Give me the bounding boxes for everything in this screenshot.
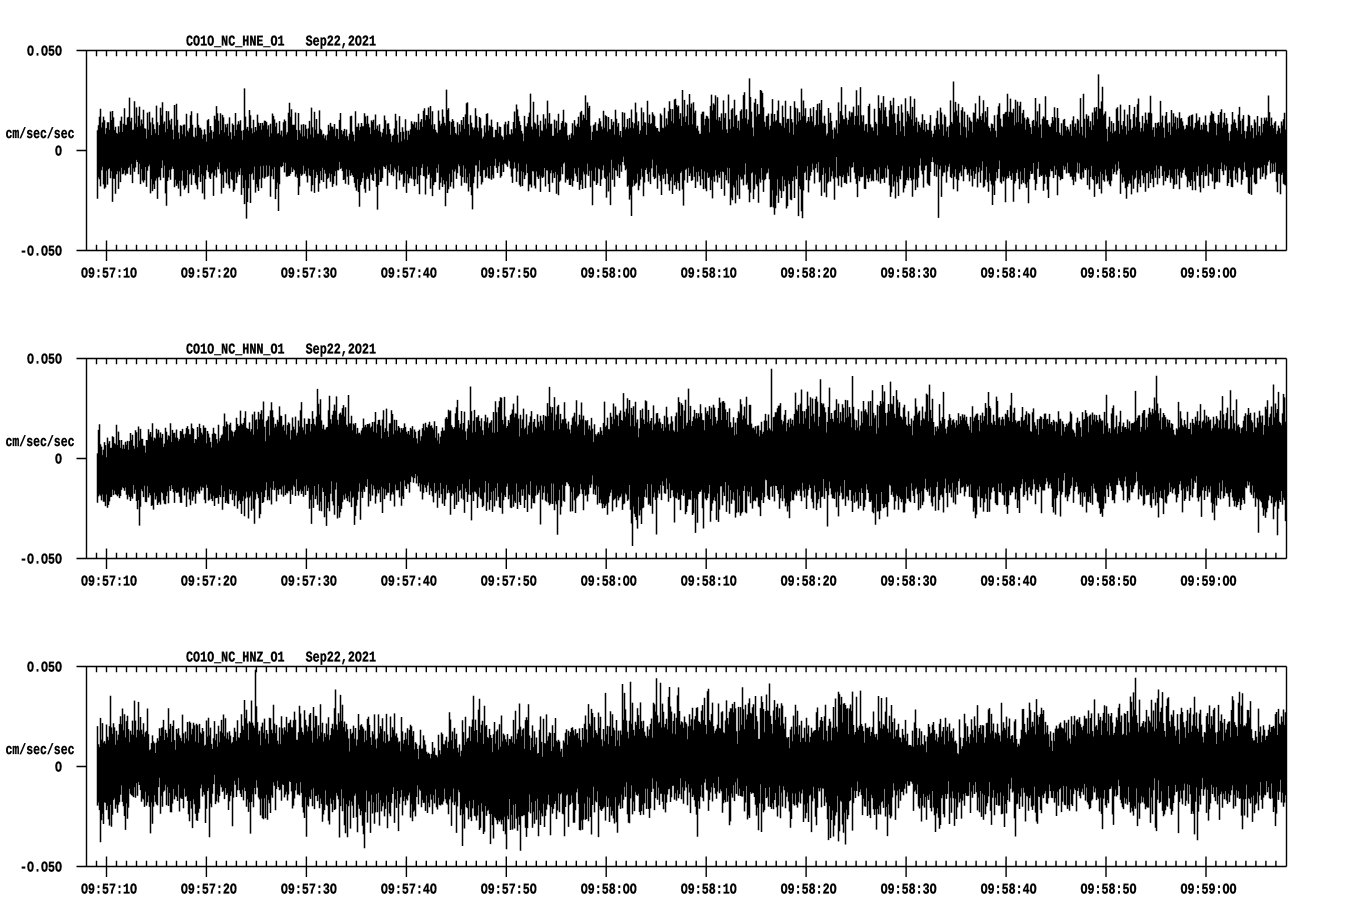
svg-text:O9:58:1O: O9:58:1O <box>681 882 737 899</box>
svg-text:O9:58:4O: O9:58:4O <box>981 882 1037 899</box>
svg-text:O9:57:1O: O9:57:1O <box>81 882 137 899</box>
svg-text:O9:57:3O: O9:57:3O <box>281 266 337 283</box>
svg-text:O9:57:4O: O9:57:4O <box>381 266 437 283</box>
svg-text:CO1O_NC_HNE_O1 Sep22,2O21: CO1O_NC_HNE_O1 Sep22,2O21 <box>186 33 376 50</box>
svg-text:O9:57:2O: O9:57:2O <box>181 266 237 283</box>
svg-text:O9:57:5O: O9:57:5O <box>481 266 537 283</box>
svg-text:O9:57:2O: O9:57:2O <box>181 882 237 899</box>
svg-text:O9:58:3O: O9:58:3O <box>881 266 937 283</box>
svg-text:O9:58:4O: O9:58:4O <box>981 574 1037 591</box>
svg-text:O.O5O: O.O5O <box>27 659 62 676</box>
svg-text:O9:58:OO: O9:58:OO <box>581 266 637 283</box>
svg-text:O9:59:OO: O9:59:OO <box>1181 574 1237 591</box>
svg-text:-O.O5O: -O.O5O <box>20 243 62 260</box>
svg-text:O9:57:1O: O9:57:1O <box>81 266 137 283</box>
svg-text:O9:58:1O: O9:58:1O <box>681 574 737 591</box>
svg-text:O9:57:3O: O9:57:3O <box>281 574 337 591</box>
svg-text:O.O5O: O.O5O <box>27 43 62 60</box>
svg-text:O9:58:5O: O9:58:5O <box>1081 266 1137 283</box>
svg-text:O9:58:OO: O9:58:OO <box>581 574 637 591</box>
svg-text:O9:58:OO: O9:58:OO <box>581 882 637 899</box>
svg-text:O9:58:5O: O9:58:5O <box>1081 574 1137 591</box>
svg-text:O9:57:4O: O9:57:4O <box>381 882 437 899</box>
svg-text:O9:59:OO: O9:59:OO <box>1181 266 1237 283</box>
svg-text:O9:58:3O: O9:58:3O <box>881 574 937 591</box>
svg-text:O9:58:1O: O9:58:1O <box>681 266 737 283</box>
svg-text:cm/sec/sec: cm/sec/sec <box>6 126 75 143</box>
svg-text:O: O <box>55 759 62 776</box>
svg-text:O9:57:3O: O9:57:3O <box>281 882 337 899</box>
svg-text:O9:57:2O: O9:57:2O <box>181 574 237 591</box>
svg-text:O9:59:OO: O9:59:OO <box>1181 882 1237 899</box>
svg-text:O.O5O: O.O5O <box>27 351 62 368</box>
svg-text:O: O <box>55 451 62 468</box>
svg-text:O9:58:2O: O9:58:2O <box>781 882 837 899</box>
svg-text:O9:57:1O: O9:57:1O <box>81 574 137 591</box>
svg-text:cm/sec/sec: cm/sec/sec <box>6 742 75 759</box>
svg-text:O9:58:4O: O9:58:4O <box>981 266 1037 283</box>
svg-text:O9:58:3O: O9:58:3O <box>881 882 937 899</box>
svg-text:O9:57:5O: O9:57:5O <box>481 882 537 899</box>
svg-text:O9:58:5O: O9:58:5O <box>1081 882 1137 899</box>
svg-text:O9:57:4O: O9:57:4O <box>381 574 437 591</box>
svg-text:O9:58:2O: O9:58:2O <box>781 266 837 283</box>
svg-text:O9:58:2O: O9:58:2O <box>781 574 837 591</box>
svg-text:-O.O5O: -O.O5O <box>20 859 62 876</box>
svg-text:CO1O_NC_HNZ_O1 Sep22,2O21: CO1O_NC_HNZ_O1 Sep22,2O21 <box>186 649 376 666</box>
svg-text:O9:57:5O: O9:57:5O <box>481 574 537 591</box>
svg-text:CO1O_NC_HNN_O1 Sep22,2O21: CO1O_NC_HNN_O1 Sep22,2O21 <box>186 341 376 358</box>
svg-text:-O.O5O: -O.O5O <box>20 551 62 568</box>
svg-text:cm/sec/sec: cm/sec/sec <box>6 434 75 451</box>
svg-text:O: O <box>55 143 62 160</box>
